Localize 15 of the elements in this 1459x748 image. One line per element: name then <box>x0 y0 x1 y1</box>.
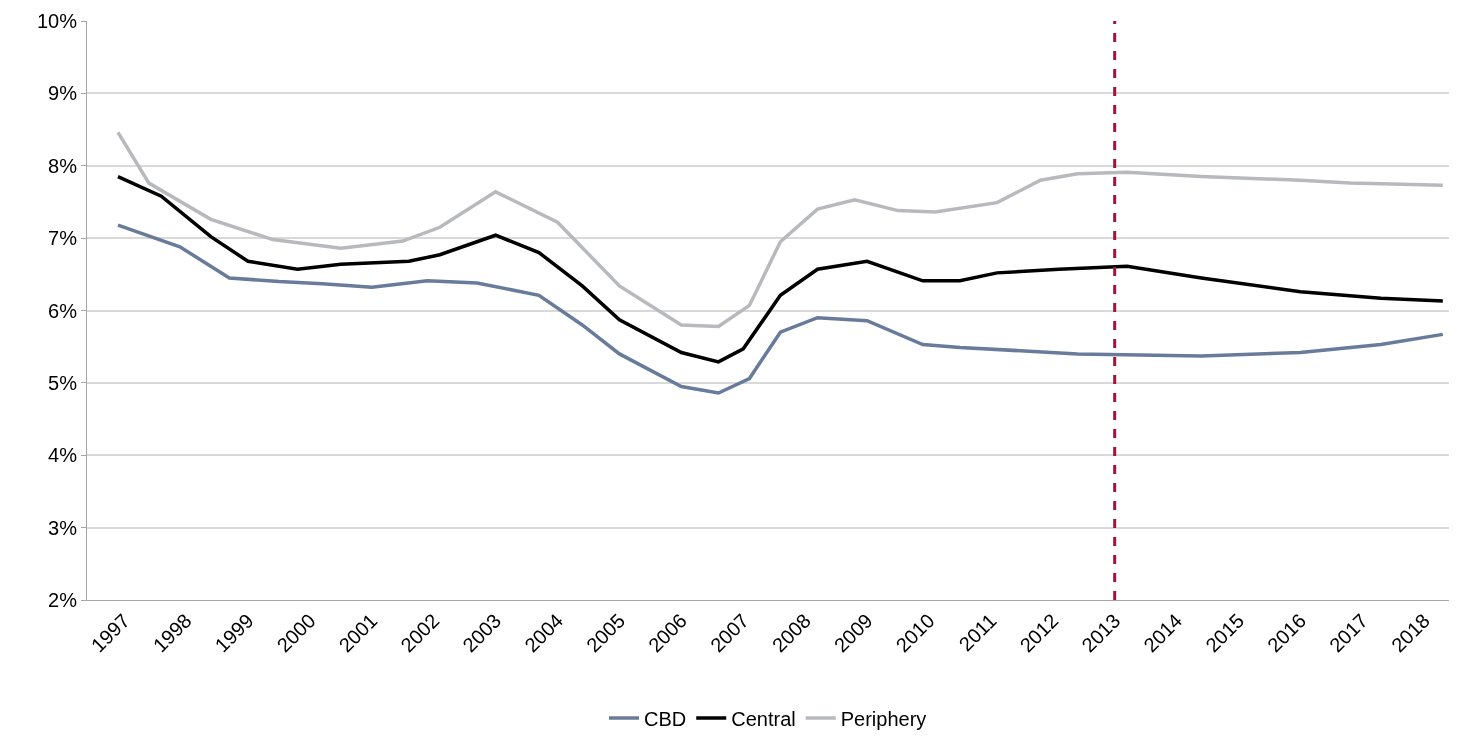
y-tick-label: 4% <box>48 444 78 467</box>
legend-label: Central <box>731 707 796 730</box>
y-tick-label: 7% <box>48 227 78 250</box>
y-tick-label: 3% <box>48 516 78 539</box>
y-tick-label: 8% <box>48 154 78 177</box>
legend-label: CBD <box>644 707 687 730</box>
y-tick-label: 2% <box>48 589 78 611</box>
line-series <box>116 174 1445 364</box>
line-series <box>116 130 1445 329</box>
legend-label: Periphery <box>840 707 927 730</box>
y-tick-label: 6% <box>48 299 78 322</box>
y-tick-label: 9% <box>48 82 78 105</box>
line-series <box>116 223 1445 395</box>
y-tick-label: 10% <box>36 10 78 32</box>
y-tick-label: 5% <box>48 371 78 394</box>
